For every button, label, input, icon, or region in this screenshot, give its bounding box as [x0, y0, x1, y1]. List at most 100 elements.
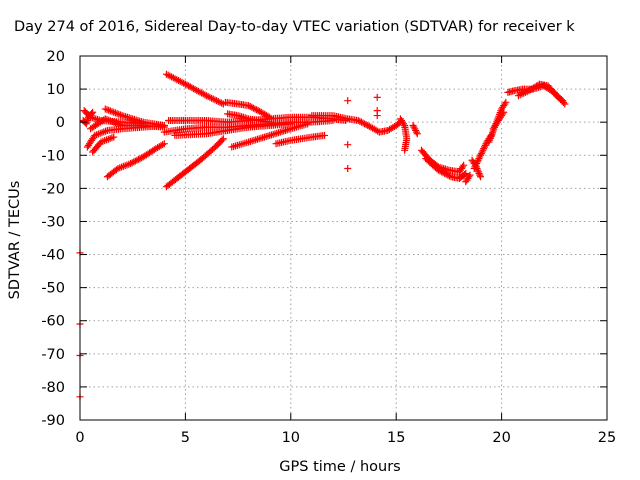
data-point — [412, 128, 420, 136]
data-point — [266, 118, 274, 126]
x-axis-label: GPS time / hours — [279, 459, 400, 475]
data-point — [476, 153, 484, 161]
data-point — [364, 121, 372, 129]
data-point — [103, 106, 111, 114]
data-point — [139, 120, 147, 128]
y-tick-label: -30 — [41, 214, 65, 230]
data-point — [354, 117, 362, 125]
data-point — [105, 106, 113, 114]
y-tick-label: -10 — [41, 148, 65, 164]
data-point — [89, 108, 97, 116]
data-point — [460, 161, 468, 169]
data-point — [401, 146, 409, 154]
data-point — [213, 97, 221, 105]
data-point — [88, 109, 96, 117]
data-point — [357, 118, 365, 126]
x-tick-label: 10 — [282, 430, 300, 446]
x-tick-label: 5 — [181, 430, 190, 446]
data-point — [214, 98, 222, 105]
data-point — [359, 119, 367, 127]
data-point — [131, 157, 139, 165]
data-point — [128, 159, 136, 167]
y-tick-label: 20 — [47, 49, 65, 65]
data-point — [476, 171, 484, 179]
data-point — [411, 125, 419, 133]
data-point — [472, 161, 480, 169]
data-point — [502, 98, 510, 106]
data-point — [206, 93, 214, 101]
data-point — [462, 169, 470, 177]
data-point — [209, 95, 217, 103]
data-point — [438, 168, 446, 176]
y-tick-label: -60 — [41, 314, 65, 330]
data-point — [362, 121, 370, 129]
data-point — [304, 120, 312, 128]
x-tick-label: 20 — [492, 430, 510, 446]
data-point — [475, 155, 483, 163]
outlier-point — [373, 112, 381, 120]
data-point — [413, 130, 421, 138]
data-point — [251, 105, 259, 113]
y-tick-label: -90 — [41, 413, 65, 429]
data-point — [254, 107, 262, 115]
data-point — [412, 126, 420, 134]
data-point — [127, 160, 135, 168]
data-point — [466, 171, 474, 179]
data-point — [106, 107, 114, 115]
data-point — [130, 158, 138, 166]
data-point — [248, 103, 256, 111]
data-point — [160, 140, 168, 148]
data-point — [410, 123, 418, 131]
chart-title: Day 274 of 2016, Sidereal Day-to-day VTE… — [14, 19, 575, 35]
data-point — [361, 120, 369, 128]
data-point — [499, 110, 507, 118]
data-point — [134, 155, 142, 163]
data-point — [481, 141, 489, 149]
y-tick-label: -70 — [41, 347, 65, 363]
data-point — [474, 156, 482, 164]
data-point — [113, 110, 121, 118]
x-tick-label: 15 — [387, 430, 405, 446]
data-point — [442, 170, 450, 178]
data-point — [439, 169, 447, 177]
data-point — [477, 151, 485, 159]
data-point — [478, 148, 486, 156]
data-points — [76, 70, 569, 401]
y-tick-label: 10 — [47, 82, 65, 98]
data-point — [470, 165, 478, 173]
data-point — [459, 163, 467, 171]
data-point — [202, 92, 210, 100]
data-point — [409, 121, 417, 129]
data-point — [111, 109, 119, 117]
data-point — [253, 106, 261, 114]
data-point — [110, 108, 118, 116]
data-point — [219, 135, 227, 143]
data-point — [208, 94, 216, 102]
data-point — [480, 145, 488, 153]
data-point — [133, 156, 141, 164]
x-tick-label: 0 — [75, 430, 84, 446]
y-tick-label: -40 — [41, 248, 65, 264]
data-point — [108, 108, 116, 116]
data-point — [500, 108, 508, 116]
data-point — [160, 121, 168, 129]
data-point — [460, 170, 468, 178]
data-point — [436, 167, 444, 175]
data-point — [321, 131, 329, 139]
data-point — [115, 110, 123, 118]
y-tick-label: -80 — [41, 380, 65, 396]
data-point — [246, 102, 254, 110]
outlier-point — [344, 97, 352, 105]
data-point — [473, 158, 481, 166]
data-point — [465, 173, 473, 181]
data-point — [559, 97, 567, 105]
y-tick-label: 0 — [56, 115, 65, 131]
data-point — [479, 146, 487, 154]
outlier-point — [373, 93, 381, 101]
data-point — [201, 91, 209, 99]
data-point — [434, 166, 442, 174]
data-point — [136, 155, 144, 163]
grid — [80, 56, 607, 420]
data-point — [101, 105, 109, 113]
